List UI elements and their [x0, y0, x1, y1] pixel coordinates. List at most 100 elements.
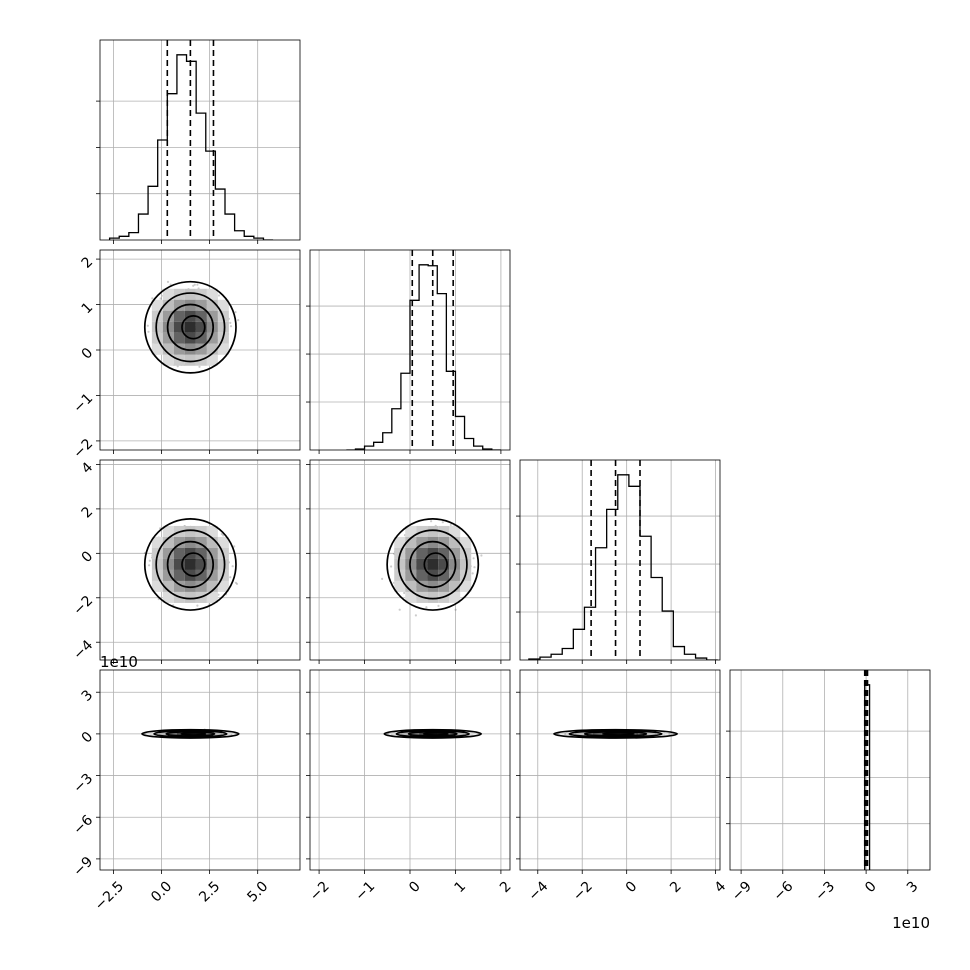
contour-line	[166, 303, 215, 351]
density-cell	[206, 299, 218, 311]
y-tick-label: 0	[79, 345, 97, 363]
scatter-point	[193, 283, 196, 286]
scatter-point	[480, 554, 483, 557]
scatter-point	[148, 559, 151, 562]
contour-line	[155, 292, 226, 363]
panel-plot-area	[100, 250, 300, 450]
panel-frame	[519, 459, 721, 661]
scatter-point	[146, 324, 149, 327]
panel-frame	[519, 669, 721, 871]
scatter-point	[235, 582, 239, 586]
density-cell	[184, 558, 196, 570]
density-cell	[173, 343, 185, 355]
density-cell	[620, 732, 630, 736]
density-cell	[195, 310, 207, 322]
scatter-point	[237, 319, 240, 322]
density-cell	[449, 591, 461, 603]
scatter-point	[217, 593, 220, 596]
contour-line	[568, 729, 663, 738]
contour-line	[602, 731, 635, 736]
y-tick-label: 2	[79, 504, 97, 522]
panel-r3-c1: −2 −1 0 1 2	[306, 669, 515, 904]
density-cell	[405, 569, 417, 581]
density-cell	[206, 332, 218, 344]
scatter-point	[390, 565, 393, 568]
x-tick-label: 3	[904, 878, 922, 896]
density-cell	[184, 354, 196, 366]
col-axis-offset-label: 1e10	[892, 914, 930, 932]
y-tick-label: −1	[70, 390, 96, 416]
density-cell	[167, 732, 177, 736]
contour-line	[153, 729, 228, 738]
density-cell	[173, 569, 185, 581]
contour-line	[181, 315, 206, 340]
density-cell	[162, 343, 174, 355]
density-cell	[437, 732, 447, 736]
scatter-point	[430, 520, 433, 523]
density-cell	[416, 569, 428, 581]
density-cell	[593, 732, 603, 736]
density-cell	[162, 547, 174, 559]
panel-frame	[729, 669, 931, 871]
density-cell	[416, 580, 428, 592]
panel-frame	[99, 39, 301, 241]
density-cell	[394, 558, 406, 570]
density-cell	[455, 732, 465, 736]
density-cell	[151, 580, 163, 592]
scatter-point	[441, 521, 444, 524]
density-cell	[611, 732, 621, 736]
scatter-point	[471, 572, 474, 575]
y-tick-label: −6	[70, 812, 96, 838]
density-cell	[449, 569, 461, 581]
scatter-point	[198, 365, 201, 368]
density-cell	[206, 547, 218, 559]
scatter-point	[196, 283, 199, 286]
panel-r3-c0: −2.5 0.0 2.5 5.0 −9 −6 −3 0 3	[70, 669, 301, 914]
density-cell	[173, 536, 185, 548]
panel-r1-c1	[306, 249, 511, 454]
panel-plot-area	[730, 670, 930, 870]
density-cell	[206, 536, 218, 548]
density-cell	[195, 343, 207, 355]
x-tick-label: −6	[771, 878, 797, 904]
density-cell	[217, 580, 229, 592]
contour-line	[423, 552, 448, 577]
x-tick-label: 0	[406, 878, 424, 896]
density-cell	[217, 558, 229, 570]
scatter-point	[403, 591, 406, 595]
density-cell	[217, 321, 229, 333]
scatter-point	[159, 297, 162, 300]
density-cell	[416, 536, 428, 548]
y-tick-label: 0	[79, 548, 97, 566]
x-tick-label: 5.0	[244, 878, 271, 905]
density-cell	[405, 536, 417, 548]
density-cell	[162, 525, 174, 537]
scatter-point	[473, 566, 476, 569]
panel-plot-area	[520, 670, 720, 870]
density-cell	[449, 536, 461, 548]
contour-line	[409, 540, 457, 589]
scatter-point	[151, 297, 154, 300]
panel-plot-area	[310, 670, 510, 870]
density-cell	[438, 558, 450, 570]
density-cell	[460, 536, 472, 548]
density-cell	[151, 299, 163, 311]
scatter-point	[414, 614, 417, 617]
y-tick-label: −4	[70, 637, 96, 663]
density-cell	[584, 732, 594, 736]
scatter-point	[668, 732, 671, 736]
density-cell	[195, 558, 207, 570]
contour-line	[141, 728, 240, 739]
density-cell	[162, 580, 174, 592]
density-cell	[206, 580, 218, 592]
scatter-point	[229, 325, 233, 328]
density-cell	[184, 591, 196, 603]
density-cell	[405, 580, 417, 592]
density-cell	[195, 580, 207, 592]
histogram-step	[346, 264, 501, 450]
panel-r2-c0: −4 −2 0 2 4	[70, 459, 301, 664]
contour-line	[386, 517, 480, 611]
density-cell	[416, 558, 428, 570]
histogram-step	[528, 474, 718, 660]
